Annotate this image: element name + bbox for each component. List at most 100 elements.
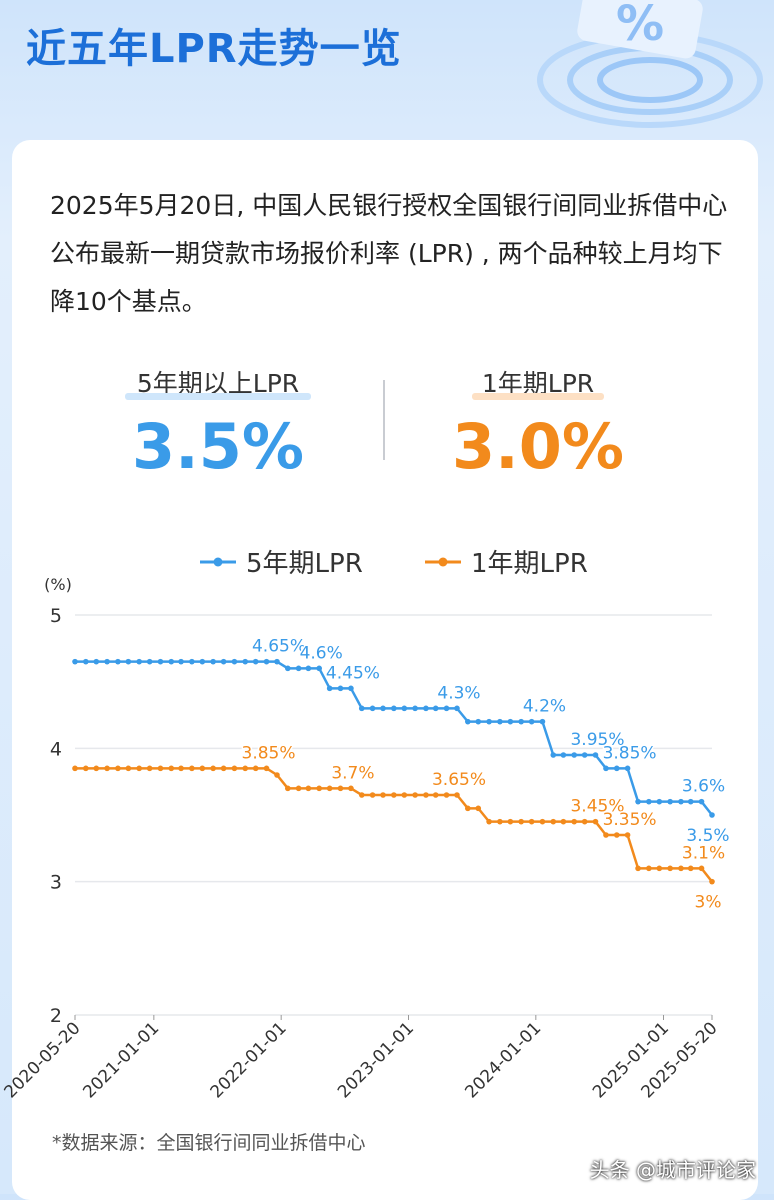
- stat-value: 3.5%: [132, 410, 304, 483]
- point: [242, 658, 249, 665]
- point: [550, 818, 557, 825]
- point: [136, 765, 142, 772]
- point: [348, 785, 354, 792]
- point: [369, 792, 376, 798]
- point: [581, 752, 588, 758]
- point: [189, 765, 195, 772]
- point: [687, 865, 694, 872]
- point: [412, 705, 418, 712]
- legend-label: 5年期LPR: [246, 549, 363, 579]
- stat-value: 3.0%: [452, 410, 624, 483]
- point: [358, 792, 365, 798]
- point: [592, 752, 599, 758]
- card: [12, 140, 758, 1200]
- point: [83, 765, 89, 772]
- intro-text: 2025年5月20日, 中国人民银行授权全国银行间同业拆借中心公布最新一期贷款市…: [50, 191, 728, 316]
- title: 近五年LPR走势一览: [26, 26, 402, 72]
- point: [412, 792, 418, 798]
- point: [274, 658, 280, 665]
- point: [358, 705, 365, 712]
- y-unit: (%): [44, 575, 72, 594]
- point: [115, 765, 121, 772]
- point: [348, 685, 354, 692]
- point: [242, 765, 249, 772]
- point: [380, 705, 386, 712]
- point: [146, 765, 153, 772]
- point: [687, 798, 694, 805]
- point: [592, 818, 599, 825]
- data-label: 4.45%: [326, 663, 380, 683]
- point: [560, 818, 567, 825]
- point: [635, 798, 641, 805]
- point: [93, 658, 100, 665]
- point: [656, 865, 663, 872]
- point: [709, 812, 715, 818]
- point: [284, 665, 291, 672]
- point: [125, 658, 132, 665]
- data-label: 3.5%: [686, 826, 729, 846]
- point: [284, 785, 291, 792]
- data-label: 3.7%: [331, 763, 374, 783]
- point: [199, 765, 206, 772]
- point: [157, 765, 164, 772]
- point: [560, 752, 567, 758]
- point: [125, 765, 132, 772]
- data-label: 3.1%: [682, 843, 725, 863]
- point: [667, 865, 673, 872]
- point: [401, 792, 408, 798]
- point: [646, 865, 652, 872]
- point: [210, 658, 216, 665]
- point: [220, 765, 227, 772]
- data-label: 3.95%: [570, 730, 624, 750]
- point: [263, 765, 270, 772]
- point: [231, 658, 238, 665]
- point: [93, 765, 100, 772]
- legend-dot: [213, 557, 223, 567]
- point: [423, 705, 429, 712]
- point: [646, 798, 652, 805]
- point: [178, 658, 184, 665]
- point: [454, 705, 460, 712]
- watermark: 头条 @城市评论家: [589, 1158, 756, 1182]
- point: [486, 818, 492, 825]
- underline: [472, 393, 604, 400]
- point: [83, 658, 89, 665]
- point: [581, 818, 588, 825]
- point: [401, 705, 408, 712]
- data-label: 4.65%: [252, 637, 306, 657]
- point: [252, 765, 259, 772]
- point: [305, 665, 312, 672]
- point: [72, 765, 78, 772]
- point: [475, 718, 482, 725]
- point: [220, 658, 227, 665]
- point: [518, 718, 524, 725]
- point: [337, 685, 344, 692]
- underline: [125, 393, 311, 400]
- point: [136, 658, 142, 665]
- x-tick-label: 2020-05-20: [1, 1018, 85, 1102]
- y-tick-label: 3: [50, 872, 62, 894]
- data-label: 3.65%: [432, 770, 486, 790]
- point: [326, 785, 333, 792]
- point: [465, 718, 471, 725]
- data-label: 3.85%: [242, 743, 296, 763]
- point: [443, 705, 450, 712]
- point: [210, 765, 216, 772]
- point: [454, 792, 460, 798]
- point: [678, 798, 684, 805]
- point: [550, 752, 557, 758]
- point: [316, 665, 322, 672]
- point: [326, 685, 333, 692]
- point: [263, 658, 270, 665]
- data-label: 4.3%: [437, 683, 480, 703]
- point: [423, 792, 429, 798]
- point: [539, 718, 546, 725]
- data-label: 3.35%: [603, 810, 657, 830]
- point: [613, 832, 620, 838]
- point: [199, 658, 206, 665]
- point: [497, 718, 503, 725]
- point: [698, 865, 705, 872]
- point: [678, 865, 684, 872]
